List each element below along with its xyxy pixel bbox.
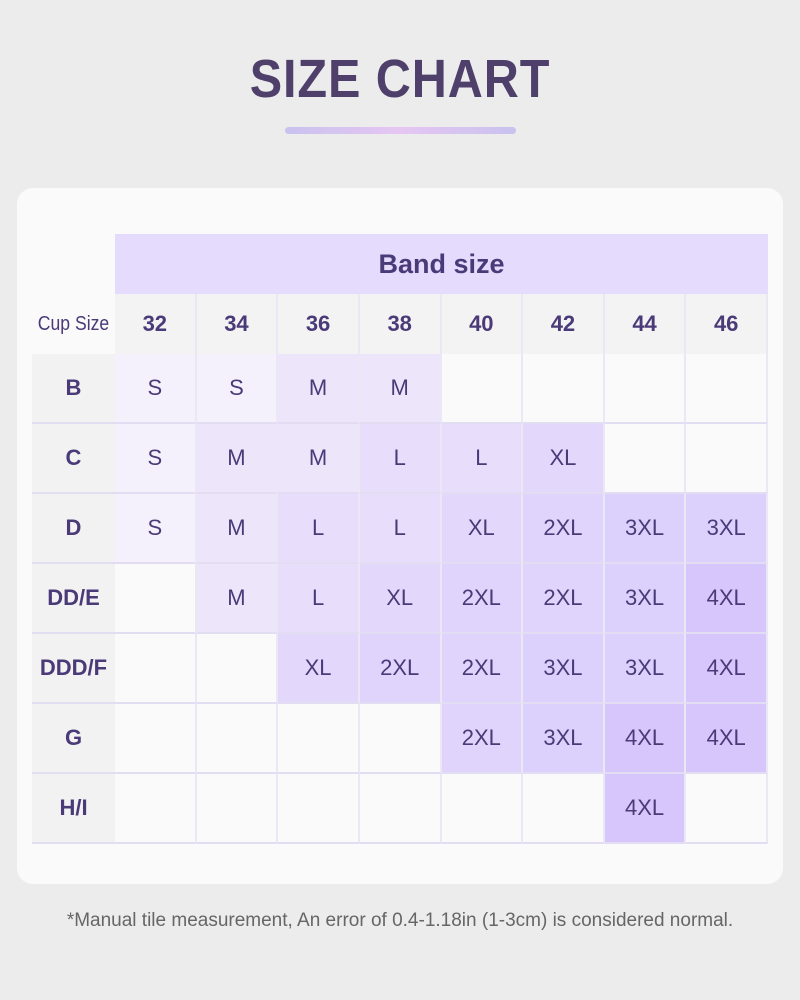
size-cell: 4XL <box>604 704 687 774</box>
size-cell <box>115 704 197 774</box>
size-cell: XL <box>441 494 524 564</box>
band-header-cell: 32 <box>115 294 197 354</box>
size-cell: M <box>196 564 279 634</box>
page-title: SIZE CHART <box>249 49 551 109</box>
cup-label-cell: G <box>32 704 115 774</box>
size-cell: S <box>115 424 197 494</box>
size-cell: 3XL <box>604 494 687 564</box>
band-header-cell: 40 <box>441 294 524 354</box>
size-cell: S <box>115 494 197 564</box>
size-cell <box>441 774 524 844</box>
size-cell <box>115 634 197 704</box>
cup-label-cell: D <box>32 494 115 564</box>
size-cell: 4XL <box>686 564 768 634</box>
size-cell: M <box>359 354 442 424</box>
cup-label-cell: B <box>32 354 115 424</box>
size-cell <box>686 354 768 424</box>
size-cell <box>604 354 687 424</box>
size-cell: 4XL <box>604 774 687 844</box>
size-cell: L <box>278 494 360 564</box>
band-header-cell: 38 <box>359 294 442 354</box>
size-cell <box>196 704 279 774</box>
cup-label-cell: C <box>32 424 115 494</box>
cup-size-header: Cup Size <box>37 312 110 335</box>
size-cell: L <box>441 424 524 494</box>
size-cell <box>686 774 768 844</box>
size-cell: XL <box>278 634 360 704</box>
size-cell: 3XL <box>604 564 687 634</box>
size-cell: 3XL <box>523 704 605 774</box>
footnote: *Manual tile measurement, An error of 0.… <box>66 910 734 931</box>
size-cell: 3XL <box>604 634 687 704</box>
size-cell <box>686 424 768 494</box>
size-cell: XL <box>523 424 605 494</box>
size-cell: L <box>359 424 442 494</box>
size-cell <box>278 704 360 774</box>
size-cell: S <box>115 354 197 424</box>
size-cell: M <box>196 494 279 564</box>
cup-label-cell: H/I <box>32 774 115 844</box>
title-underline <box>285 127 516 134</box>
size-cell: 4XL <box>686 634 768 704</box>
size-cell: 3XL <box>523 634 605 704</box>
size-cell: S <box>196 354 279 424</box>
band-header-cell: 46 <box>686 294 768 354</box>
size-cell: 2XL <box>441 704 524 774</box>
band-header-cell: 44 <box>604 294 687 354</box>
size-cell: 2XL <box>441 564 524 634</box>
size-cell: L <box>359 494 442 564</box>
size-cell <box>604 424 687 494</box>
size-cell: M <box>278 424 360 494</box>
size-cell <box>523 354 605 424</box>
size-cell <box>359 704 442 774</box>
size-cell: XL <box>359 564 442 634</box>
size-cell <box>441 354 524 424</box>
band-size-header: Band size <box>115 234 768 294</box>
size-cell: 3XL <box>686 494 768 564</box>
cup-label-cell: DDD/F <box>32 634 115 704</box>
size-cell: L <box>278 564 360 634</box>
band-header-cell: 34 <box>196 294 279 354</box>
size-cell: 2XL <box>441 634 524 704</box>
size-cell: 2XL <box>523 494 605 564</box>
size-cell: 2XL <box>523 564 605 634</box>
size-cell <box>196 774 279 844</box>
band-header-cell: 42 <box>523 294 605 354</box>
size-cell <box>115 774 197 844</box>
size-cell: M <box>196 424 279 494</box>
size-cell <box>115 564 197 634</box>
size-cell <box>523 774 605 844</box>
cup-label-cell: DD/E <box>32 564 115 634</box>
size-cell: M <box>278 354 360 424</box>
size-cell <box>278 774 360 844</box>
band-header-cell: 36 <box>278 294 360 354</box>
size-cell <box>196 634 279 704</box>
size-cell <box>359 774 442 844</box>
size-cell: 2XL <box>359 634 442 704</box>
size-cell: 4XL <box>686 704 768 774</box>
